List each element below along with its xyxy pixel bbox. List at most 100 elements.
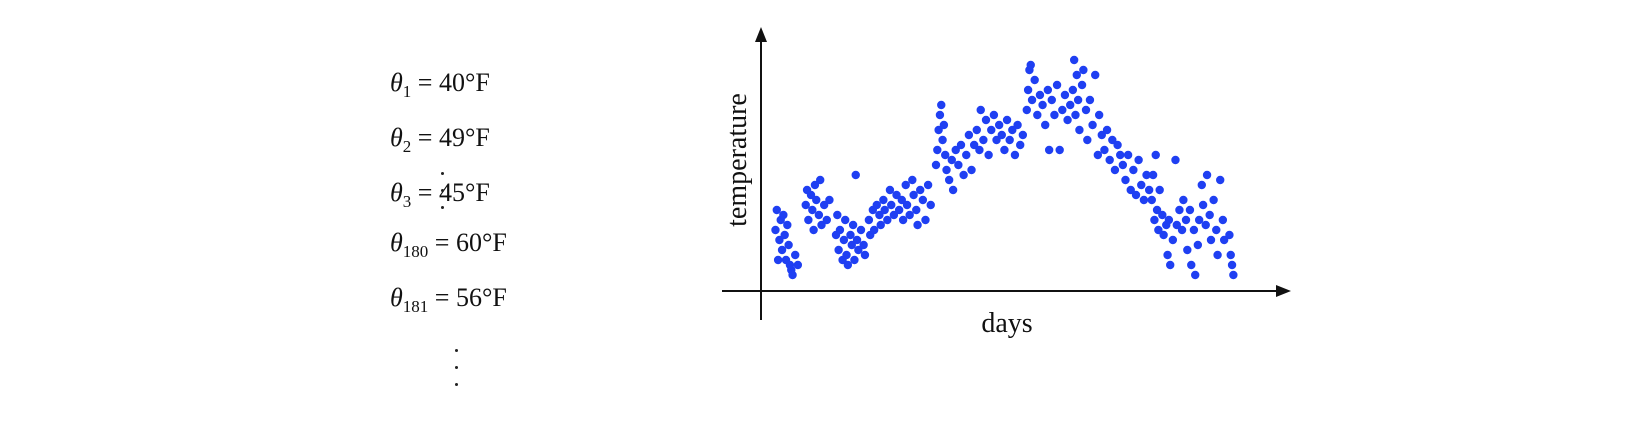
data-point	[872, 200, 881, 210]
data-point	[901, 180, 910, 190]
y-axis-arrow	[755, 27, 767, 42]
data-point	[1218, 215, 1228, 225]
data-point	[772, 205, 781, 215]
data-point	[898, 215, 908, 225]
data-point	[1168, 235, 1178, 245]
data-point	[934, 125, 943, 135]
data-point	[1148, 170, 1158, 180]
data-point	[775, 235, 784, 245]
data-point	[1002, 115, 1012, 125]
data-point	[1216, 175, 1225, 185]
data-point	[1118, 160, 1128, 170]
data-point	[822, 215, 831, 225]
data-point	[1201, 220, 1210, 230]
data-point	[852, 235, 862, 245]
data-point	[992, 135, 1001, 145]
data-point	[854, 245, 863, 255]
data-point	[1172, 220, 1181, 230]
data-point	[935, 110, 945, 120]
data-point	[812, 195, 821, 205]
data-point	[1164, 215, 1174, 225]
data-point	[1116, 150, 1125, 160]
axes: days temperature	[722, 27, 1291, 339]
data-point	[912, 205, 921, 215]
data-point	[926, 200, 935, 210]
data-point	[931, 160, 941, 170]
data-point	[1205, 210, 1214, 220]
data-point	[1052, 80, 1062, 90]
data-point	[859, 240, 868, 250]
data-point	[1094, 110, 1104, 120]
data-point	[959, 170, 968, 180]
data-point	[969, 140, 979, 150]
equation-theta-1: θ1 = 40°F	[390, 68, 490, 102]
data-point	[1189, 225, 1199, 235]
data-point	[1163, 250, 1172, 260]
data-point	[1129, 165, 1138, 175]
data-point	[933, 145, 942, 155]
data-point	[1213, 250, 1222, 260]
data-point	[846, 230, 855, 240]
data-point	[783, 220, 792, 230]
data-point	[810, 180, 820, 190]
data-point	[909, 190, 918, 200]
data-point	[1154, 225, 1163, 235]
data-point	[902, 200, 912, 210]
data-point	[1155, 185, 1164, 195]
data-point	[1202, 170, 1212, 180]
data-point	[1071, 110, 1080, 120]
data-point	[939, 120, 949, 130]
data-point	[791, 250, 800, 260]
data-point	[1077, 80, 1087, 90]
data-point	[972, 125, 981, 135]
data-point	[1055, 145, 1064, 155]
data-point	[1102, 125, 1112, 135]
data-point	[1093, 150, 1103, 160]
data-point	[1035, 90, 1045, 100]
data-point	[894, 205, 904, 215]
data-point	[1193, 240, 1203, 250]
data-point	[994, 120, 1004, 130]
data-point	[808, 205, 817, 215]
data-point	[1018, 130, 1028, 140]
data-point	[875, 210, 884, 220]
data-point	[839, 235, 849, 245]
data-point	[1187, 260, 1196, 270]
data-point	[938, 135, 947, 145]
data-point	[1013, 120, 1022, 130]
data-point	[1227, 260, 1237, 270]
data-point	[834, 245, 843, 255]
data-point	[947, 155, 956, 165]
data-point	[848, 220, 858, 230]
data-point	[1158, 210, 1167, 220]
data-point	[1030, 75, 1039, 85]
data-point	[817, 220, 826, 230]
data-point	[1113, 140, 1122, 150]
data-point	[1194, 215, 1204, 225]
data-point	[879, 195, 888, 205]
data-point	[1226, 250, 1235, 260]
x-axis-arrow	[1276, 285, 1291, 297]
data-point	[1000, 145, 1009, 155]
data-point	[1008, 125, 1017, 135]
data-point	[850, 255, 859, 265]
data-point	[1209, 195, 1218, 205]
data-point	[1147, 195, 1156, 205]
data-point	[876, 220, 885, 230]
data-point	[833, 210, 842, 220]
data-point	[967, 165, 976, 175]
data-point	[1150, 215, 1159, 225]
data-point	[1123, 150, 1133, 160]
data-point	[847, 240, 856, 250]
data-point	[806, 190, 816, 200]
data-point	[1121, 175, 1130, 185]
data-point	[1068, 85, 1078, 95]
data-point	[851, 170, 860, 180]
equation-theta-2: θ2 = 49°F	[390, 123, 490, 157]
data-point	[1134, 155, 1143, 165]
data-point	[1033, 110, 1042, 120]
data-point	[948, 185, 958, 195]
data-point	[1027, 95, 1037, 105]
data-point	[1131, 190, 1141, 200]
data-point	[809, 225, 818, 235]
